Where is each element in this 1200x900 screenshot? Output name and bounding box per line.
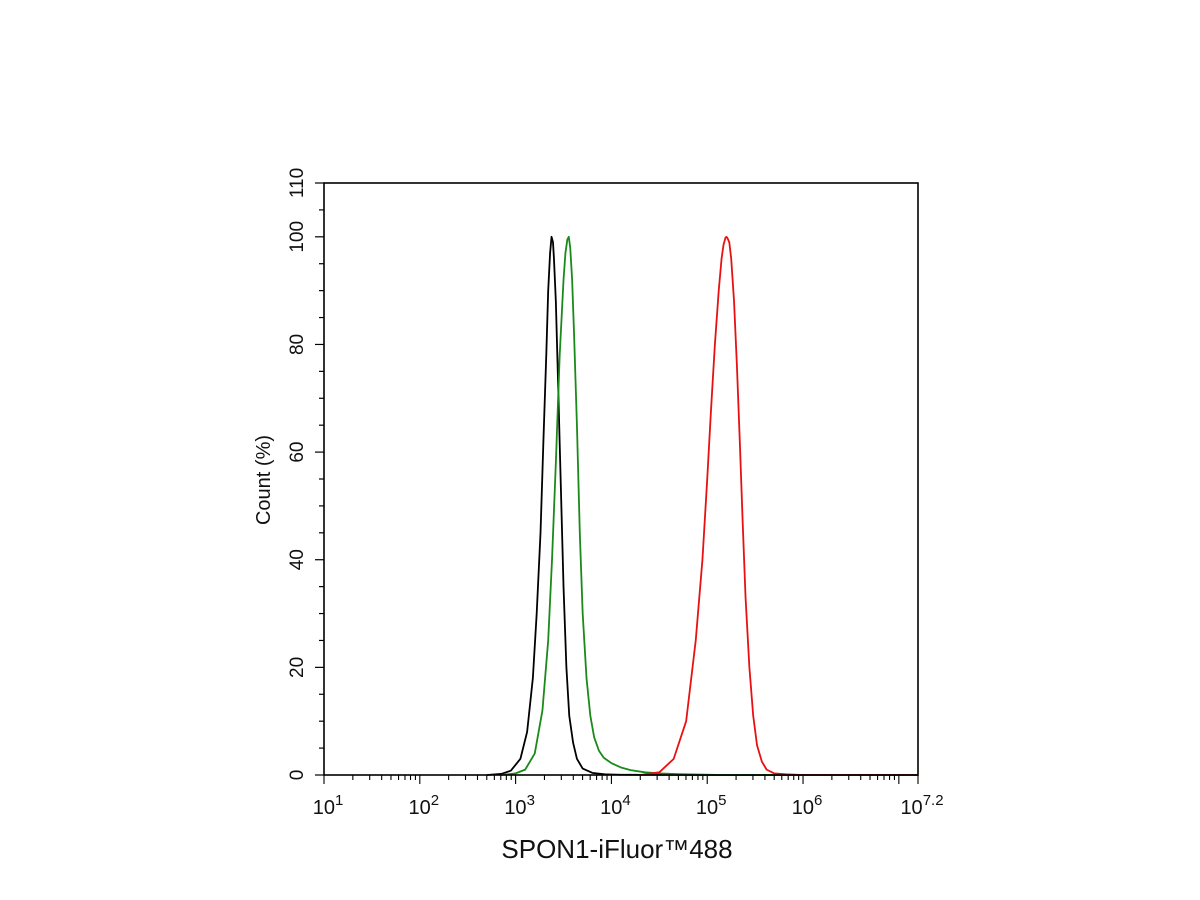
x-tick-label: 104 <box>600 792 631 819</box>
y-axis-label: Count (%) <box>253 435 275 525</box>
y-tick-label: 60 <box>287 442 308 463</box>
x-tick-label: 101 <box>313 792 344 819</box>
x-tick-label: 107.2 <box>900 792 943 819</box>
x-tick-label: 106 <box>792 792 823 819</box>
plot-frame <box>323 182 919 776</box>
series-line-1 <box>486 235 918 776</box>
y-tick-label: 0 <box>287 770 308 781</box>
y-axis: 0 20 40 60 80 100 110 <box>287 168 324 780</box>
x-tick-label: 103 <box>504 792 535 819</box>
x-tick-label: 105 <box>696 792 727 819</box>
y-tick-label: 110 <box>287 168 308 198</box>
x-tick-label: 102 <box>409 792 440 819</box>
y-tick-label: 80 <box>287 334 308 355</box>
series-layer <box>486 235 919 776</box>
y-tick-label: 20 <box>287 657 308 678</box>
x-axis: 101 102 103 104 105 106 107.2 <box>313 775 944 819</box>
series-line-3 <box>640 235 918 776</box>
series-line-2 <box>501 235 919 776</box>
y-tick-label: 40 <box>287 549 308 570</box>
x-axis-label: SPON1-iFluor™488 <box>501 834 732 864</box>
y-tick-label: 100 <box>287 221 308 253</box>
